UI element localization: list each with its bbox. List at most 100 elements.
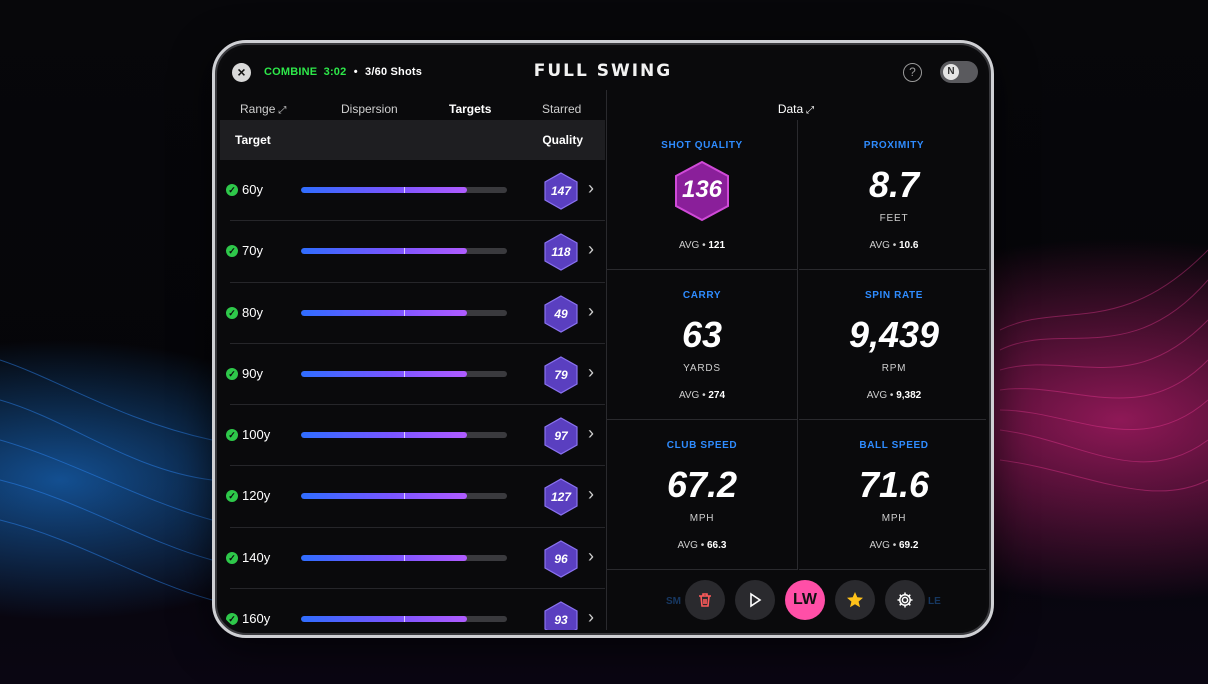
column-quality: Quality (542, 133, 583, 147)
play-icon (750, 592, 762, 608)
hidden-metric-title-left: SM (666, 596, 681, 607)
metric-value: 71.6 (858, 464, 930, 505)
quality-hex-icon: 79 (544, 356, 578, 394)
chevron-right-icon[interactable]: › (588, 423, 594, 444)
gear-icon (897, 592, 913, 608)
metric-unit: RPM (881, 363, 907, 374)
target-row[interactable]: ✓ 140y 96 › (226, 528, 605, 590)
target-distance: 90y (242, 365, 263, 381)
metric-ball-speed: BALL SPEED 71.6 MPH AVG • 69.2 (799, 420, 986, 570)
quality-hex-icon: 147 (544, 172, 578, 210)
tab-label: Targets (449, 102, 492, 116)
metric-title: SPIN RATE (865, 290, 923, 301)
chevron-right-icon[interactable]: › (588, 484, 594, 505)
app-screen: × COMBINE 3:02 • 3/60 Shots FULL SWING ?… (220, 48, 986, 630)
mode-toggle[interactable]: N (940, 61, 978, 83)
club-selector-button[interactable]: LW (785, 580, 825, 620)
check-icon: ✓ (226, 367, 238, 380)
target-row[interactable]: ✓ 90y 79 › (226, 344, 605, 406)
metric-average: AVG • 9,382 (866, 390, 922, 401)
metric-value: 8.7 (868, 164, 920, 205)
target-row[interactable]: ✓ 100y 97 › (226, 405, 605, 467)
target-distance: 160y (242, 611, 271, 627)
chevron-right-icon[interactable]: › (588, 607, 594, 628)
chevron-right-icon[interactable]: › (588, 178, 594, 198)
quality-score: 49 (553, 307, 568, 321)
tab-dispersion[interactable]: Dispersion (341, 102, 398, 116)
settings-button[interactable] (885, 580, 925, 620)
chevron-right-icon[interactable]: › (588, 239, 594, 260)
tab-data[interactable]: Data ⤢ (606, 102, 986, 116)
quality-hex-icon: 127 (544, 478, 578, 517)
expand-icon[interactable]: ⤢ (806, 105, 815, 116)
metric-average: AVG • 10.6 (869, 240, 919, 251)
star-button[interactable] (835, 580, 875, 620)
close-icon[interactable]: × (232, 63, 251, 82)
progress-marker (404, 432, 405, 439)
target-row[interactable]: ✓ 70y 118 › (226, 221, 605, 283)
target-distance: 80y (242, 304, 263, 320)
target-distance: 60y (242, 182, 263, 197)
expand-icon[interactable]: ⤢ (278, 105, 287, 116)
tablet-frame: × COMBINE 3:02 • 3/60 Shots FULL SWING ?… (212, 40, 994, 638)
metric-average: AVG • 66.3 (677, 540, 727, 551)
tab-starred[interactable]: Starred (542, 102, 581, 116)
metric-unit: MPH (689, 513, 715, 524)
metric-value: 9,439 (848, 314, 940, 355)
replay-button[interactable] (735, 580, 775, 620)
metric-value: 67.2 (666, 464, 738, 505)
progress-marker (404, 616, 405, 623)
tab-range[interactable]: Range ⤢ (240, 102, 286, 116)
tab-label: Starred (542, 102, 582, 116)
combine-timer: 3:02 (323, 66, 347, 78)
quality-hex-icon (675, 160, 729, 222)
progress-fill (301, 432, 467, 439)
check-icon: ✓ (226, 613, 238, 626)
target-row[interactable]: ✓ 160y 93 › (226, 589, 605, 630)
chevron-right-icon[interactable]: › (588, 545, 594, 566)
check-icon: ✓ (226, 245, 238, 258)
toggle-knob: N (943, 64, 959, 80)
metric-carry: CARRY 63 YARDS AVG • 274 (607, 270, 798, 420)
target-row[interactable]: ✓ 120y 127 › (226, 466, 605, 528)
target-distance: 100y (242, 427, 271, 443)
quality-hex-icon: 97 (544, 417, 578, 455)
quality-hex-icon: 118 (544, 233, 578, 271)
progress-bar (301, 432, 507, 439)
app-header: × COMBINE 3:02 • 3/60 Shots FULL SWING ?… (220, 48, 986, 96)
app-logo: FULL SWING (533, 61, 673, 81)
metric-club-speed: CLUB SPEED 67.2 MPH AVG • 66.3 (607, 420, 798, 570)
progress-fill (301, 616, 467, 623)
shot-count: 3/60 Shots (365, 66, 423, 78)
progress-fill (301, 554, 467, 561)
tab-targets[interactable]: Targets (449, 102, 492, 122)
target-row[interactable]: ✓ 80y 49 › (226, 283, 605, 344)
tab-label: Dispersion (341, 102, 398, 116)
quality-hex-icon: 49 (544, 294, 578, 333)
progress-bar (301, 187, 507, 193)
progress-fill (301, 309, 467, 316)
metric-average: AVG • 69.2 (869, 540, 919, 551)
separator: • (353, 66, 358, 78)
hidden-metric-title-right: LE (928, 596, 941, 607)
target-distance: 120y (242, 488, 271, 504)
combine-label: COMBINE (264, 66, 318, 78)
progress-fill (301, 493, 467, 500)
tab-label: Data (777, 102, 804, 116)
progress-marker (404, 493, 405, 500)
target-row[interactable]: ✓ 60y 147 › (226, 160, 605, 222)
help-icon[interactable]: ? (903, 63, 922, 82)
quality-score: 97 (554, 429, 569, 443)
metric-average: AVG • 121 (678, 240, 726, 251)
panel-divider (606, 90, 607, 630)
progress-marker (404, 248, 405, 255)
tab-label: Range (240, 102, 276, 116)
delete-button[interactable] (685, 580, 725, 620)
chevron-right-icon[interactable]: › (588, 361, 594, 382)
metric-title: BALL SPEED (859, 440, 929, 451)
metric-title: PROXIMITY (863, 140, 925, 151)
targets-table-header: Target Quality (220, 120, 605, 160)
quality-score: 79 (554, 368, 568, 382)
chevron-right-icon[interactable]: › (588, 300, 594, 321)
